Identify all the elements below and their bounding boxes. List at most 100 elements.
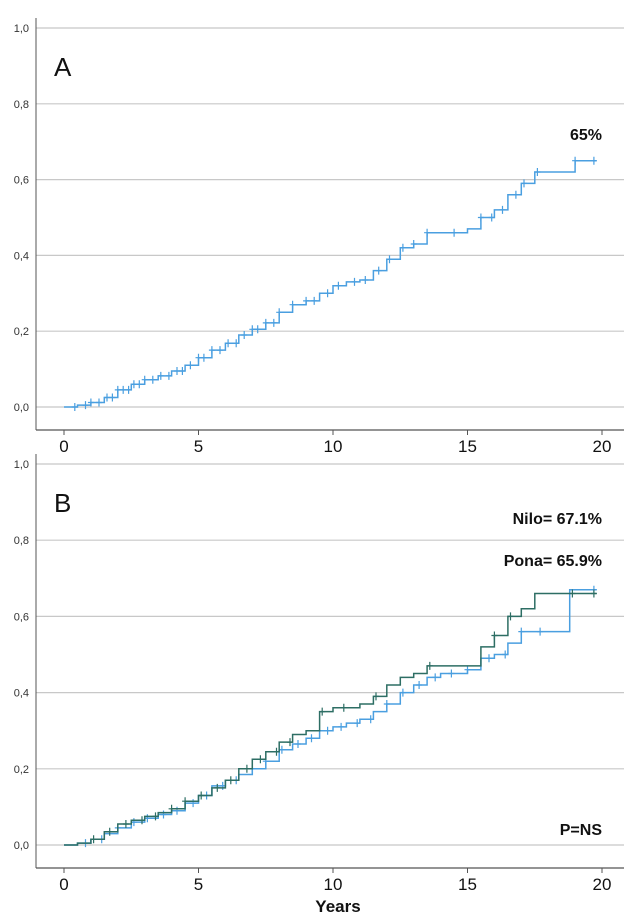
censor-mark: [287, 738, 293, 747]
censor-mark: [502, 650, 509, 659]
x-tick-label: 5: [194, 875, 203, 894]
x-tick-label: 20: [593, 875, 612, 894]
censor-mark: [257, 755, 264, 764]
censor-mark: [139, 816, 145, 825]
censor-mark: [200, 353, 207, 362]
panel-label: B: [54, 488, 71, 518]
censor-mark: [399, 688, 406, 697]
censor-mark: [338, 722, 345, 731]
panel-b-chart: 0,0 0,2 0,4 0,6 0,8 1,0 0 5 10 15 20 B Nilo= 67.1% Po…: [14, 454, 624, 916]
censor-mark: [160, 810, 167, 819]
y-tick-label: 0,8: [14, 535, 29, 547]
censor-mark: [276, 308, 283, 317]
censor-mark: [190, 799, 197, 808]
censor-mark: [179, 367, 186, 375]
censor-mark: [295, 740, 301, 748]
censor-mark: [464, 665, 471, 674]
censor-mark: [104, 393, 110, 402]
censor-mark: [362, 276, 369, 284]
censor-mark: [569, 589, 576, 598]
annotation: 65%: [570, 127, 602, 144]
y-tick-label: 1,0: [14, 23, 29, 35]
x-tick-label: 5: [194, 437, 203, 456]
censor-mark: [273, 747, 280, 756]
x-tick-label: 15: [458, 437, 477, 456]
y-tick-label: 0,6: [14, 611, 29, 623]
censor-mark: [262, 318, 269, 327]
censor-mark: [354, 719, 361, 728]
y-tick-label: 0,0: [14, 402, 29, 414]
censor-mark: [335, 281, 342, 290]
x-tick-label: 20: [593, 437, 612, 456]
censor-mark: [451, 228, 458, 237]
censor-mark: [243, 764, 250, 773]
censor-mark: [399, 243, 406, 252]
censor-mark: [120, 385, 127, 394]
censor-mark: [324, 289, 331, 298]
y-tick-label: 0,4: [14, 250, 29, 262]
censor-mark: [477, 213, 484, 222]
censor-mark: [157, 371, 164, 380]
censor-mark: [71, 403, 78, 411]
censor-mark: [351, 277, 358, 286]
censor-mark: [249, 325, 256, 334]
annotation: Nilo= 67.1%: [513, 511, 602, 528]
censor-mark: [375, 266, 382, 275]
censor-mark: [537, 627, 544, 636]
censor-mark: [486, 654, 492, 663]
censor-mark: [303, 296, 310, 305]
censor-mark: [426, 661, 433, 670]
censor-mark: [90, 835, 97, 844]
x-tick-label: 0: [59, 437, 68, 456]
censor-mark: [96, 398, 102, 407]
censor-mark: [289, 300, 296, 309]
censor-mark: [87, 398, 94, 407]
censor-mark: [217, 346, 223, 355]
censor-mark: [182, 797, 189, 806]
y-tick-label: 0,2: [14, 764, 29, 776]
censor-mark: [324, 726, 331, 735]
censor-mark: [254, 325, 261, 334]
series-line-2: [64, 592, 597, 846]
censor-mark: [214, 783, 221, 792]
censor-mark: [109, 393, 116, 402]
annotation: Pona= 65.9%: [504, 553, 602, 570]
censor-mark: [432, 673, 439, 682]
y-tick-label: 0,2: [14, 326, 29, 338]
censor-mark: [507, 612, 514, 621]
censor-mark: [187, 361, 194, 370]
x-tick-label: 10: [324, 437, 343, 456]
censor-mark: [225, 339, 232, 348]
censor-mark: [165, 371, 172, 380]
censor-mark: [383, 700, 390, 708]
censor-mark: [416, 681, 423, 689]
x-axis-title: Years: [315, 897, 360, 916]
censor-mark: [319, 707, 326, 716]
censor-mark: [448, 669, 455, 678]
censor-mark: [270, 318, 277, 327]
censor-mark: [572, 156, 579, 165]
censor-mark: [174, 367, 180, 375]
censor-mark: [590, 156, 597, 165]
y-tick-label: 1,0: [14, 459, 29, 471]
censor-mark: [590, 589, 597, 598]
censor-mark: [136, 380, 143, 389]
y-tick-label: 0,6: [14, 175, 29, 187]
censor-mark: [227, 776, 234, 785]
censor-mark: [499, 205, 506, 214]
censor-mark: [241, 331, 248, 339]
censor-mark: [125, 385, 132, 394]
censor-mark: [521, 179, 527, 188]
censor-mark: [208, 346, 215, 355]
censor-mark: [149, 375, 156, 384]
censor-mark: [233, 339, 240, 348]
x-tick-label: 10: [324, 875, 343, 894]
censor-mark: [373, 692, 379, 701]
censor-mark: [518, 627, 525, 636]
censor-mark: [114, 385, 121, 394]
censor-mark: [195, 353, 202, 362]
annotation: P=NS: [560, 822, 603, 839]
panel-label: A: [54, 52, 72, 82]
y-tick-label: 0,4: [14, 688, 29, 700]
